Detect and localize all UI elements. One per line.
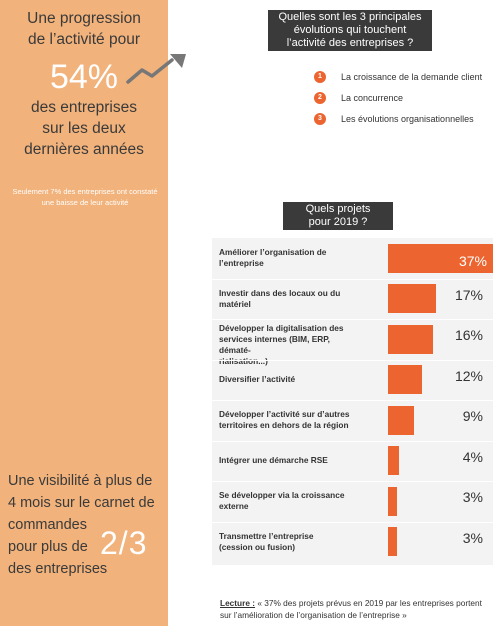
chart-bar	[388, 446, 400, 476]
category-label: Développer la digitalisation des services…	[219, 322, 344, 366]
category-label: Transmettre l’entreprise (cession ou fusi…	[219, 530, 314, 552]
list-item: 1 La croissance de la demande client	[314, 66, 482, 87]
chart-bar	[388, 243, 493, 273]
number-badge: 2	[314, 91, 326, 104]
decline-note: Seulement 7% des entreprises ont constat…	[12, 187, 158, 207]
progression-line: Une progression	[27, 10, 141, 27]
progression-subtext: des entreprises sur les deux dernières a…	[0, 97, 168, 160]
category-label: Intégrer une démarche RSE	[219, 455, 328, 466]
question-line: l’activité des entreprises ?	[286, 37, 414, 49]
row-divider	[212, 359, 493, 361]
chart-bar	[388, 527, 397, 557]
category-label: Se développer via la croissance externe	[219, 490, 345, 512]
visibility-line: des entreprises	[8, 561, 108, 577]
lecture-text: « 37% des projets prévus en 2019 par les…	[220, 598, 482, 620]
chart-bar	[388, 486, 397, 516]
category-label: Améliorer l’organisation de l’entreprise	[219, 247, 327, 269]
data-label: 4%	[462, 448, 483, 465]
progression-line: de l’activité pour	[27, 31, 140, 48]
evolution-label: La concurrence	[341, 92, 404, 103]
data-label: 9%	[462, 408, 483, 424]
evolution-label: La croissance de la demande client	[341, 71, 483, 82]
data-label: 16%	[454, 327, 483, 343]
visibility-line: pour plus de	[8, 539, 88, 555]
number-badge: 3	[314, 112, 326, 125]
visibility-line: 4 mois sur le carnet de	[8, 495, 155, 511]
chart-bar	[388, 405, 414, 435]
lecture-note: Lecture : « 37% des projets prévus en 20…	[220, 597, 495, 621]
progression-line: dernières années	[24, 141, 144, 158]
progression-heading: Une progression de l’activité pour	[0, 8, 168, 50]
question-line: Quelles sont les 3 principales	[278, 11, 422, 23]
evolution-label: Les évolutions organisationnelles	[341, 113, 474, 124]
ratio-figure: 2/3	[100, 525, 148, 561]
list-item: 3 Les évolutions organisationnelles	[314, 108, 482, 129]
question-line: pour 2019 ?	[308, 216, 368, 228]
row-divider	[212, 400, 493, 401]
trend-up-icon	[126, 54, 186, 84]
lecture-key: Lecture :	[220, 598, 256, 608]
evolutions-question: Quelles sont les 3 principales évolution…	[268, 10, 432, 51]
row-divider	[212, 440, 493, 442]
data-label: 3%	[462, 529, 483, 546]
visibility-line: Une visibilité à plus de	[8, 473, 153, 489]
category-label: Investir dans des locaux ou du matériel	[219, 287, 341, 309]
big-percent-figure: 54%	[49, 58, 119, 96]
left-panel	[0, 0, 168, 626]
chart-bar	[388, 284, 437, 314]
question-line: évolutions qui touchent	[293, 24, 407, 36]
number-badge: 1	[314, 70, 326, 83]
chart-bar	[388, 365, 423, 395]
category-label: Diversifier l’activité	[219, 374, 296, 385]
row-divider	[212, 521, 493, 523]
data-label: 37%	[458, 253, 487, 269]
data-label: 17%	[454, 286, 483, 303]
evolutions-list: 1 La croissance de la demande client 2 L…	[314, 66, 482, 129]
category-label: Développer l’activité sur d’autres territ…	[219, 409, 350, 431]
projects-chart	[212, 238, 493, 565]
visibility-line: commandes	[8, 517, 87, 533]
progression-line: des entreprises	[31, 99, 137, 116]
question-line: Quels projets	[305, 203, 371, 215]
row-divider	[212, 278, 493, 280]
visibility-text: Une visibilité à plus de 4 mois sur le c…	[8, 470, 168, 580]
row-divider	[212, 319, 493, 320]
chart-bar	[388, 324, 434, 354]
row-divider	[212, 481, 493, 482]
progression-line: sur les deux	[42, 120, 126, 137]
list-item: 2 La concurrence	[314, 87, 482, 108]
projects-question: Quels projets pour 2019 ?	[283, 202, 393, 230]
data-label: 12%	[454, 367, 483, 384]
data-label: 3%	[462, 489, 483, 505]
